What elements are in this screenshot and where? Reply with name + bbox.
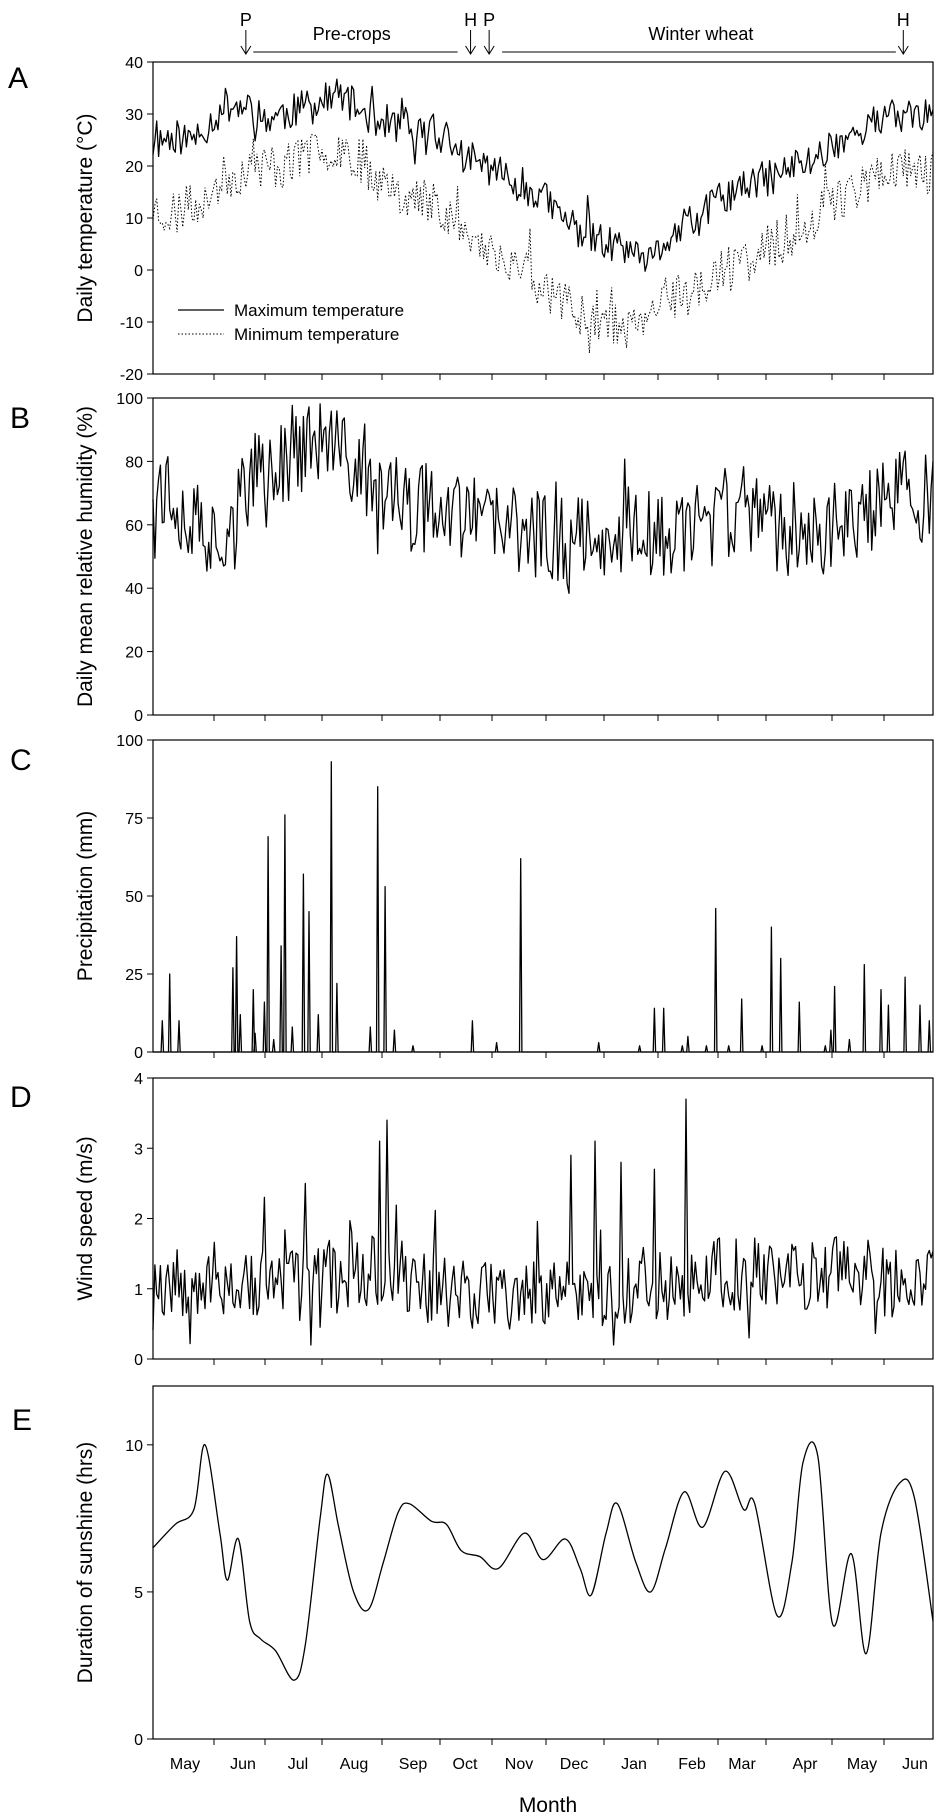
plot-frame (152, 1385, 934, 1740)
y-tick-label: 0 (134, 1732, 143, 1749)
event-marker-label: H (464, 10, 477, 30)
x-tick-label: May (170, 1756, 200, 1773)
y-tick-label: 2 (134, 1212, 143, 1229)
y-tick-label: 3 (134, 1141, 143, 1158)
panel-A: -20 -10 0 10 20 30 40 Daily temperature (°C) A Ma… (8, 55, 934, 384)
event-marker-label: P (483, 10, 495, 30)
panel-label: C (10, 744, 32, 777)
x-tick-label: Sep (399, 1756, 428, 1773)
y-axis-label: Wind speed (m/s) (74, 1136, 97, 1301)
x-axis-title: Month (519, 1794, 577, 1817)
panel-label: A (8, 62, 28, 95)
y-tick-label: -20 (120, 367, 143, 384)
panel-B: 0 20 40 60 80 100 Daily mean relative humidity… (10, 391, 934, 725)
y-tick-label: 80 (125, 454, 143, 471)
y-tick-label: 10 (125, 211, 143, 228)
y-tick-label: 25 (125, 967, 143, 984)
y-tick-label: 50 (125, 889, 143, 906)
x-tick-label: Nov (505, 1756, 533, 1773)
y-tick-label: 40 (125, 55, 143, 72)
panel-E: 0 5 10 Duration of sunshine (hrs) E May Jun Jul… (12, 1385, 934, 1773)
panel-C: 0 25 50 75 100 Precipitation (mm) C (10, 733, 934, 1062)
x-tick-label: Jun (902, 1756, 928, 1773)
y-tick-label: 100 (116, 391, 143, 408)
y-tick-label: 0 (134, 1045, 143, 1062)
y-axis-label: Precipitation (mm) (74, 811, 97, 981)
panel-label: E (12, 1404, 32, 1437)
x-tick-label: Mar (728, 1756, 756, 1773)
legend: Maximum temperature Minimum temperature (178, 301, 404, 344)
x-tick-label: Jul (288, 1756, 308, 1773)
panel-label: B (10, 402, 30, 435)
y-tick-label: 0 (134, 1352, 143, 1369)
y-tick-label: 40 (125, 581, 143, 598)
y-axis-label: Duration of sunshine (hrs) (74, 1442, 97, 1684)
y-tick-label: 100 (116, 733, 143, 750)
down-arrow-icon (240, 30, 252, 55)
x-tick-label: Jun (230, 1756, 256, 1773)
series-line-minimum-temperature (152, 134, 934, 354)
x-tick-label: Dec (560, 1756, 588, 1773)
series-line-maximum-temperature (152, 78, 934, 272)
event-marker-label: P (240, 10, 252, 30)
x-tick-label: Feb (678, 1756, 706, 1773)
event-marker-label: H (897, 10, 910, 30)
x-tick-label: Oct (453, 1756, 478, 1773)
y-tick-label: 20 (125, 645, 143, 662)
y-tick-label: 0 (134, 263, 143, 280)
precipitation-series (153, 761, 933, 1053)
x-tick-label: Aug (340, 1756, 368, 1773)
down-arrow-icon (465, 30, 476, 55)
series-line-b (152, 403, 934, 595)
series-line-sunshine (152, 1441, 934, 1681)
y-tick-label: 1 (134, 1282, 143, 1299)
period-label: Winter wheat (648, 24, 753, 44)
x-tick-label: May (847, 1756, 877, 1773)
y-tick-label: 60 (125, 518, 143, 535)
y-tick-label: -10 (120, 315, 143, 332)
plot-frame (152, 397, 934, 716)
x-tick-label: Jan (621, 1756, 647, 1773)
down-arrow-icon (897, 30, 909, 55)
y-tick-label: 30 (125, 107, 143, 124)
y-tick-label: 5 (134, 1585, 143, 1602)
panel-D: 0 1 2 3 4 Wind speed (m/s) D (10, 1071, 934, 1369)
panel-label: D (10, 1081, 32, 1114)
y-axis-label: Daily mean relative humidity (%) (74, 406, 97, 707)
period-label: Pre-crops (313, 24, 391, 44)
legend-label: Maximum temperature (234, 301, 404, 320)
series-line-d (152, 1098, 934, 1346)
legend-label: Minimum temperature (234, 325, 399, 344)
y-tick-label: 4 (134, 1071, 143, 1088)
y-axis-label: Daily temperature (°C) (74, 113, 97, 322)
y-tick-label: 75 (125, 811, 143, 828)
plot-frame (152, 739, 934, 1053)
y-tick-label: 10 (125, 1438, 143, 1455)
down-arrow-icon (483, 30, 495, 55)
y-tick-label: 20 (125, 159, 143, 176)
y-tick-label: 0 (134, 708, 143, 725)
x-tick-label: Apr (793, 1756, 819, 1773)
